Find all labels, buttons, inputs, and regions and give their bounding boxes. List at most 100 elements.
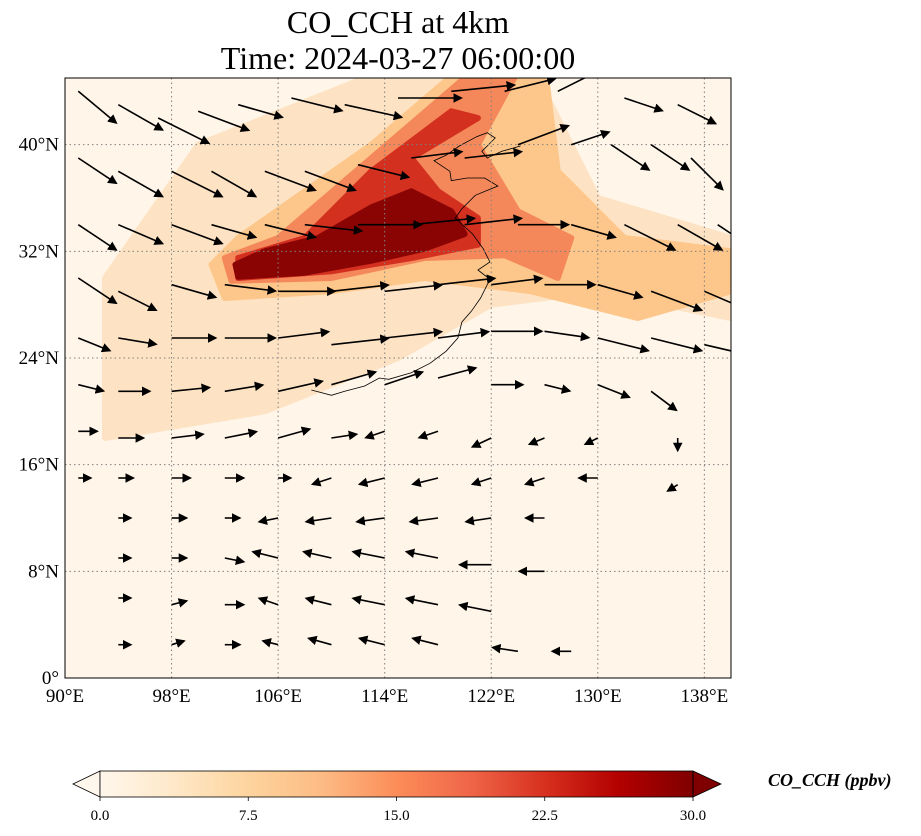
wind-arrow [77,90,118,125]
wind-arrow [470,437,492,448]
wind-arrow [437,365,478,379]
co-concentration-field [102,78,731,441]
colorbar-tick-label: 15.0 [383,808,409,824]
wind-arrow [278,327,331,339]
wind-arrow [411,147,464,159]
wind-arrow [677,224,724,251]
wind-arrow [197,110,251,132]
wind-arrow [78,337,112,353]
gridlines [64,78,731,679]
wind-arrow [355,515,385,526]
wind-arrow [351,595,385,606]
lon-tick-label: 106°E [254,686,302,707]
wind-arrow [224,381,265,393]
wind-arrow [357,163,411,181]
wind-arrow [570,223,617,240]
wind-arrow [404,595,439,606]
lon-tick-label: 122°E [467,686,515,707]
coastlines [311,132,521,396]
lon-tick-label: 130°E [574,686,622,707]
wind-arrow [211,170,258,198]
wind-arrow [117,223,165,245]
wind-arrow [597,383,631,399]
colorbar-tick-label: 22.5 [532,808,558,824]
wind-arrow [211,223,258,240]
wind-arrow [650,390,678,412]
colorbar-gradient [100,771,693,797]
wind-arrow [277,426,312,439]
wind-arrow [171,223,224,246]
wind-arrow [331,369,378,386]
wind-arrow [610,144,651,171]
wind-arrow [304,223,364,235]
wind-arrow [517,124,570,146]
wind-arrow [650,290,704,312]
wind-arrow [171,283,218,300]
wind-arrow [237,103,284,120]
wind-arrow [527,436,545,446]
wind-arrow [257,596,279,606]
lat-tick-label: 32°N [19,241,60,262]
wind-arrow [437,327,491,339]
wind-arrow [304,595,332,606]
wind-arrow [171,383,212,394]
wind-arrow [704,343,731,352]
wind-arrow [302,548,332,559]
wind-arrow [384,281,444,293]
wind-arrow [171,638,186,648]
wind-arrow [224,428,259,439]
colorbar-tick-label: 7.5 [239,808,258,824]
wind-arrow [304,515,332,526]
colorbar-ticks: 0.0 7.5 15.0 22.5 30.0 [91,797,706,824]
lon-tick-label: 114°E [361,686,408,707]
wind-arrow [544,383,572,394]
wind-arrow [117,104,164,131]
wind-arrow [491,643,519,654]
coastline-0 [311,132,521,396]
map-frame [64,77,732,679]
wind-arrow [357,477,385,488]
wind-arrow [77,157,118,185]
wind-arrow [384,369,425,386]
map-title: CO_CCH at 4km Time: 2024-03-27 06:00:00 [65,4,731,76]
wind-arrow [464,147,524,159]
wind-arrow [504,78,557,93]
lat-tick-label: 0° [42,668,59,689]
wind-arrow [171,430,205,440]
lon-tick-label: 138°E [681,686,729,707]
wind-arrow [77,224,118,251]
wind-arrow [690,157,724,191]
latitude-tick-labels: 0° 8°N 16°N 24°N 32°N 40°N [19,135,60,689]
wind-arrow [523,477,545,487]
wind-arrow [357,635,385,646]
wind-arrow [117,170,164,198]
wind-arrow [411,635,439,646]
wind-arrow [650,337,704,354]
wind-arrow [224,283,278,295]
wind-arrow [404,548,439,559]
wind-arrow [583,436,599,446]
wind-arrow [331,281,390,293]
wind-arrow [251,548,279,559]
wind-arrow [411,477,439,488]
lon-tick-label: 90°E [46,686,84,707]
lat-tick-label: 8°N [28,561,59,582]
colorbar-label: CO_CCH (ppbv) [768,770,892,790]
wind-arrow [304,170,357,192]
colorbar-under-extension [72,770,101,798]
wind-arrow [666,482,679,492]
wind-arrow [464,515,492,526]
wind-arrow [570,129,611,146]
wind-arrow [451,81,517,93]
wind-arrow [118,337,158,348]
wind-arrow [624,97,664,113]
wind-arrow [717,224,731,235]
wind-arrow [344,103,404,121]
wind-arrow [257,515,279,525]
wind-arrow [458,601,492,613]
wind-arrow [77,277,118,305]
wind-arrow [408,515,439,526]
colorbar-tick-label: 30.0 [680,808,706,824]
wind-arrow [264,170,317,192]
